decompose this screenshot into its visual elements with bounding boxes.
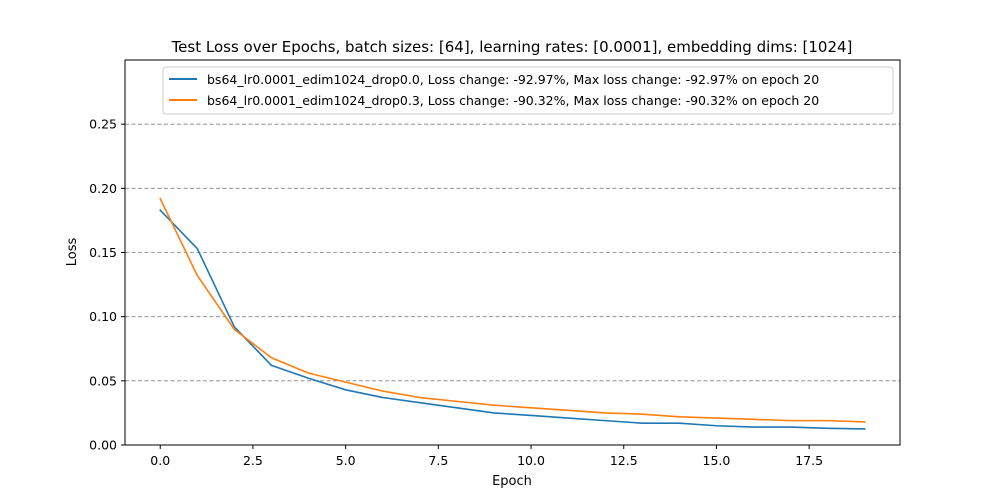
legend: bs64_lr0.0001_edim1024_drop0.0, Loss cha… — [162, 66, 894, 115]
x-tick-label: 12.5 — [610, 453, 638, 468]
x-axis-ticks: 0.0 2.5 5.0 7.5 10.0 12.5 15.0 17.5 — [150, 445, 823, 468]
x-tick-label: 17.5 — [795, 453, 823, 468]
x-tick-label: 2.5 — [243, 453, 263, 468]
x-tick-label: 5.0 — [336, 453, 356, 468]
y-tick-label: 0.00 — [89, 438, 117, 453]
y-tick-label: 0.05 — [89, 373, 117, 388]
y-axis-ticks: 0.00 0.05 0.10 0.15 0.20 0.25 — [89, 117, 125, 453]
x-tick-label: 15.0 — [703, 453, 731, 468]
chart-title: Test Loss over Epochs, batch sizes: [64]… — [171, 38, 853, 56]
legend-label-series-2: bs64_lr0.0001_edim1024_drop0.3, Loss cha… — [207, 93, 819, 108]
x-axis-label: Epoch — [492, 474, 532, 489]
y-axis-label: Loss — [65, 238, 80, 267]
series-lines — [159, 197, 866, 430]
x-tick-label: 7.5 — [428, 453, 448, 468]
legend-label-series-1: bs64_lr0.0001_edim1024_drop0.0, Loss cha… — [207, 72, 819, 87]
series-line-2 — [159, 197, 866, 423]
y-tick-label: 0.15 — [89, 245, 117, 260]
x-tick-label: 10.0 — [517, 453, 545, 468]
y-tick-label: 0.25 — [89, 117, 117, 132]
series-line-1 — [159, 209, 866, 430]
legend-box — [162, 66, 894, 115]
y-tick-label: 0.20 — [89, 181, 117, 196]
y-tick-label: 0.10 — [89, 309, 117, 324]
x-tick-label: 0.0 — [150, 453, 170, 468]
